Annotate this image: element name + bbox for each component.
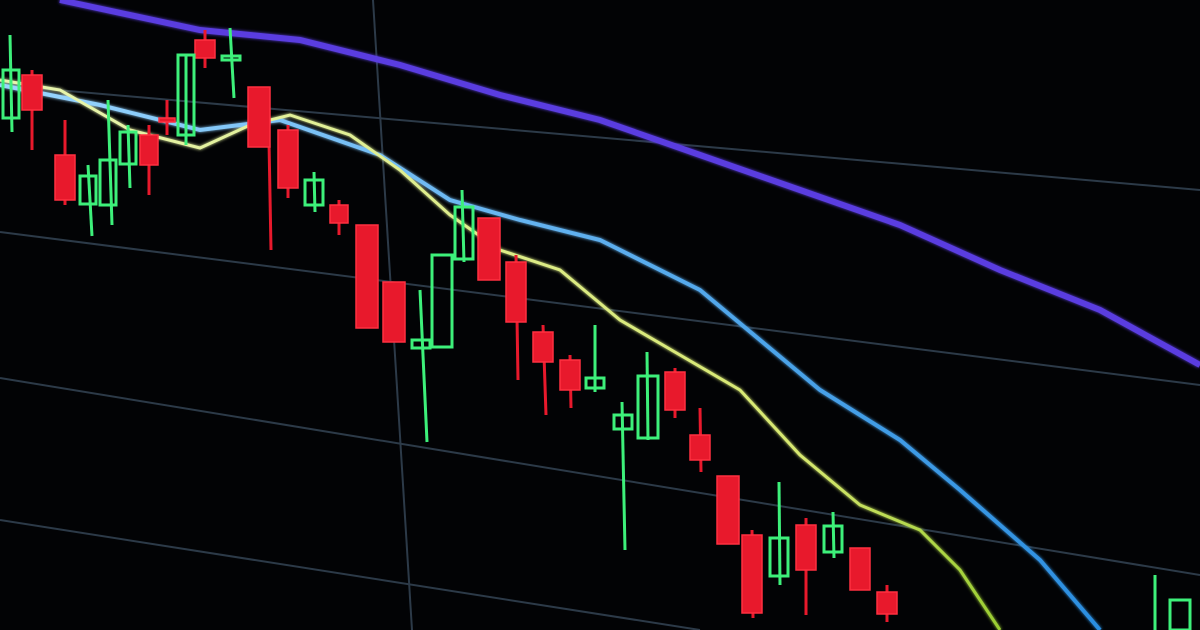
candle [194,39,216,59]
candle [98,158,118,207]
candle [822,524,844,554]
ma-line [59,0,1200,368]
bullish-candles [1,27,1192,630]
candle [768,536,790,578]
wick [777,481,782,586]
candle [453,205,475,261]
candle [612,413,634,431]
candle [849,547,871,591]
candle [382,281,406,343]
candle [1168,598,1192,630]
grid-line [0,377,1200,576]
candle [636,374,660,440]
candle [78,174,98,206]
candle [176,53,196,137]
candle [559,359,581,391]
candle [664,371,686,411]
candle [795,524,817,571]
candle [21,74,43,111]
candle [716,475,740,545]
candle [584,376,606,390]
wick [645,351,650,441]
wick [460,189,466,263]
candle [689,434,711,461]
candle [355,224,379,329]
wick [620,401,627,551]
wick [418,289,429,443]
candle [54,154,76,201]
candle [477,217,501,281]
candle [505,261,527,323]
candle [303,178,325,207]
grid-line [0,84,1200,191]
candle [430,253,454,349]
wick [126,124,132,189]
candle [277,129,299,189]
wick [831,511,836,559]
wick [228,27,236,99]
ma-line [0,83,1102,630]
candle [410,338,432,350]
candle [532,331,554,363]
candle [220,54,242,62]
grid-line [0,519,701,630]
bearish-candles [21,30,898,622]
candle [876,591,898,615]
candle [741,534,763,614]
candle [1,68,21,120]
wick [8,34,14,133]
candle [139,134,159,166]
candle [329,204,349,224]
grid-line [0,231,1200,386]
candle [247,86,271,148]
candle [158,117,176,123]
candle [118,130,138,166]
